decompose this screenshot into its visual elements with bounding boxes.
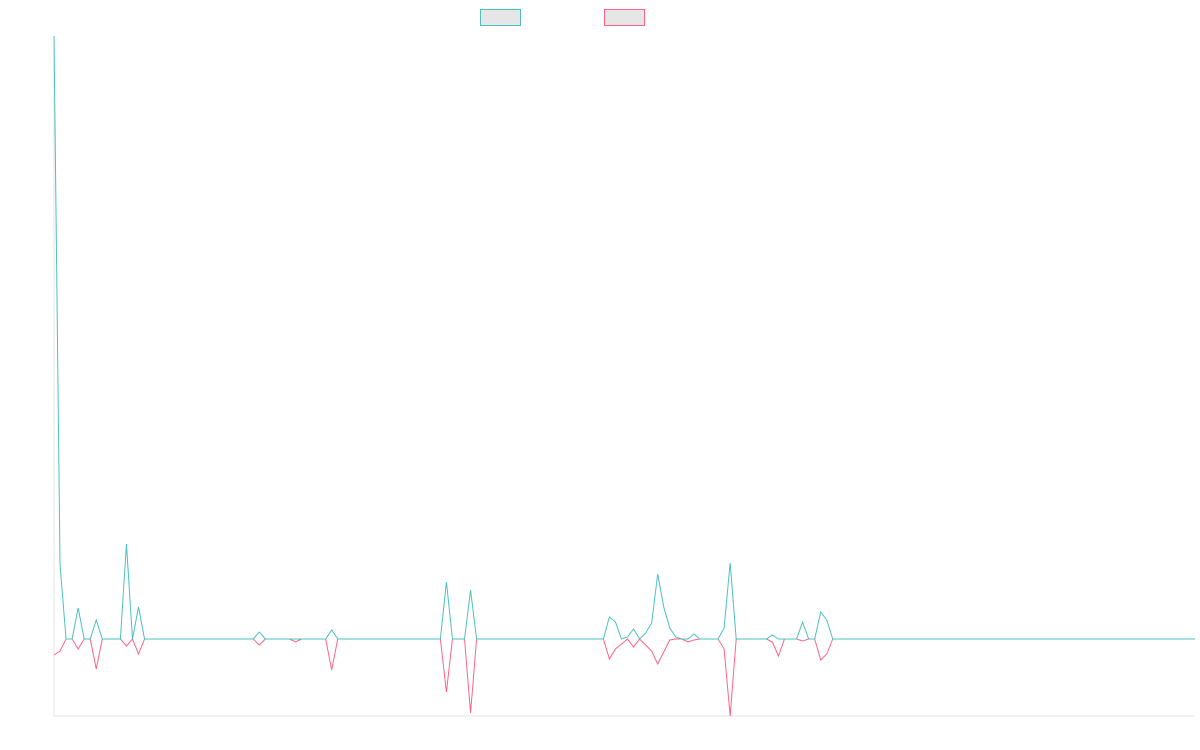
legend-swatch — [480, 9, 521, 26]
series-line — [53, 638, 1195, 717]
series-line — [53, 35, 1195, 640]
legend-swatch — [604, 9, 645, 26]
